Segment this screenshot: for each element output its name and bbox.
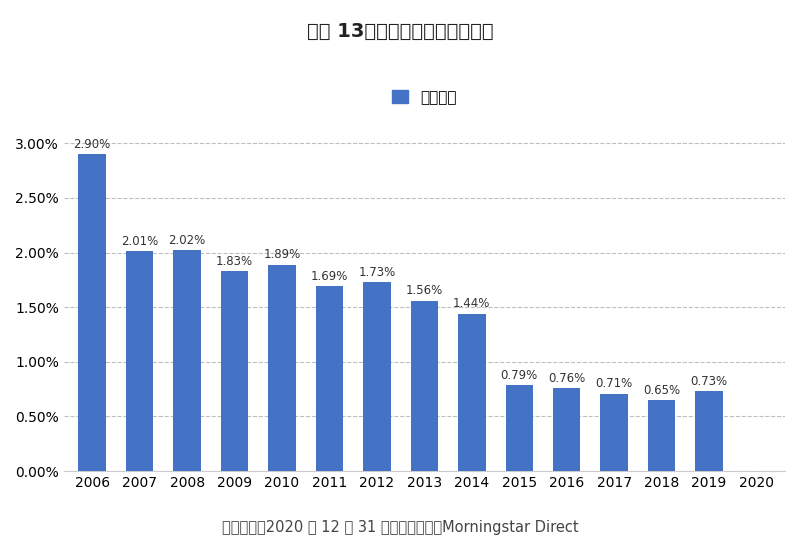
Text: 1.44%: 1.44% (453, 298, 490, 311)
Bar (601, 394, 628, 471)
Text: 0.73%: 0.73% (690, 375, 728, 388)
Text: 2.01%: 2.01% (121, 235, 158, 248)
Bar (648, 400, 675, 471)
Bar (221, 271, 248, 471)
Bar (174, 250, 201, 471)
Bar (126, 251, 154, 471)
Text: 0.79%: 0.79% (501, 369, 538, 382)
Text: 0.76%: 0.76% (548, 372, 586, 385)
Text: 1.73%: 1.73% (358, 266, 395, 279)
Text: 1.56%: 1.56% (406, 285, 443, 298)
Text: 1.69%: 1.69% (310, 270, 348, 283)
Bar (363, 282, 390, 471)
Text: 0.71%: 0.71% (595, 377, 633, 390)
Bar (268, 264, 296, 471)
Text: 1.89%: 1.89% (263, 248, 301, 261)
Text: 2.90%: 2.90% (74, 138, 111, 151)
Text: 1.83%: 1.83% (216, 255, 253, 268)
Bar (316, 287, 343, 471)
Text: 图表 13：公募基金历史总费用率: 图表 13：公募基金历史总费用率 (306, 22, 494, 41)
Bar (506, 385, 533, 471)
Text: 截止日期：2020 年 12 月 31 日；数据来源：Morningstar Direct: 截止日期：2020 年 12 月 31 日；数据来源：Morningstar D… (222, 520, 578, 535)
Bar (78, 154, 106, 471)
Bar (695, 392, 723, 471)
Bar (410, 301, 438, 471)
Text: 2.02%: 2.02% (169, 234, 206, 247)
Bar (458, 314, 486, 471)
Bar (553, 388, 581, 471)
Text: 0.65%: 0.65% (643, 384, 680, 397)
Legend: 总费用率: 总费用率 (386, 84, 462, 111)
